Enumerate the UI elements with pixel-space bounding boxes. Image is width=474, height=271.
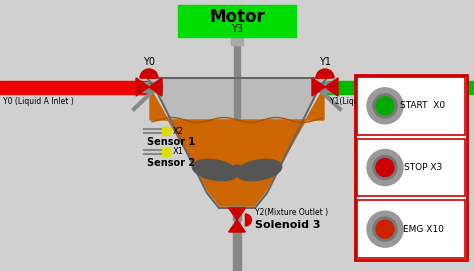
Circle shape (367, 150, 403, 186)
Text: Y0 (Liquid A Inlet ): Y0 (Liquid A Inlet ) (3, 98, 74, 107)
Text: START  X0: START X0 (401, 101, 446, 110)
FancyBboxPatch shape (357, 200, 465, 258)
Wedge shape (246, 214, 251, 226)
Circle shape (373, 156, 397, 179)
Text: X2: X2 (173, 127, 184, 136)
FancyBboxPatch shape (0, 81, 147, 94)
Circle shape (367, 211, 403, 247)
Ellipse shape (192, 159, 238, 181)
Polygon shape (228, 208, 246, 220)
Text: Motor: Motor (209, 8, 265, 26)
Wedge shape (318, 71, 332, 78)
Polygon shape (147, 78, 327, 208)
Text: EMG X10: EMG X10 (402, 225, 444, 234)
Text: Y0: Y0 (143, 57, 155, 67)
Wedge shape (140, 69, 158, 78)
Polygon shape (325, 78, 338, 96)
Text: Sensor 1: Sensor 1 (147, 137, 195, 147)
Polygon shape (136, 78, 149, 96)
Polygon shape (149, 78, 162, 96)
Circle shape (373, 94, 397, 118)
Text: Sensor 2: Sensor 2 (147, 158, 195, 168)
Circle shape (376, 220, 394, 238)
Circle shape (376, 97, 394, 115)
FancyBboxPatch shape (231, 37, 243, 45)
Circle shape (367, 88, 403, 124)
FancyBboxPatch shape (357, 139, 465, 196)
Text: Solenoid 3: Solenoid 3 (255, 220, 320, 230)
FancyBboxPatch shape (162, 148, 170, 156)
Text: Y3: Y3 (231, 24, 243, 34)
Circle shape (232, 165, 242, 175)
Text: X1: X1 (173, 147, 184, 156)
Wedge shape (316, 69, 334, 78)
FancyBboxPatch shape (357, 77, 465, 135)
FancyBboxPatch shape (233, 232, 241, 271)
FancyBboxPatch shape (327, 81, 474, 94)
Circle shape (373, 217, 397, 241)
Wedge shape (142, 71, 156, 78)
FancyBboxPatch shape (234, 45, 240, 235)
Text: Y1: Y1 (319, 57, 331, 67)
Text: STOP X3: STOP X3 (404, 163, 442, 172)
Polygon shape (312, 78, 325, 96)
Polygon shape (150, 88, 324, 206)
FancyBboxPatch shape (233, 206, 241, 220)
Polygon shape (228, 220, 246, 232)
Ellipse shape (236, 159, 282, 181)
FancyBboxPatch shape (355, 75, 467, 260)
FancyBboxPatch shape (178, 5, 296, 37)
FancyBboxPatch shape (142, 82, 162, 92)
Text: Y2(Mixture Outlet ): Y2(Mixture Outlet ) (255, 208, 328, 217)
Text: Y1(Liquid B Inlet): Y1(Liquid B Inlet) (330, 98, 396, 107)
Circle shape (376, 159, 394, 176)
FancyBboxPatch shape (162, 127, 170, 135)
FancyBboxPatch shape (312, 82, 332, 92)
